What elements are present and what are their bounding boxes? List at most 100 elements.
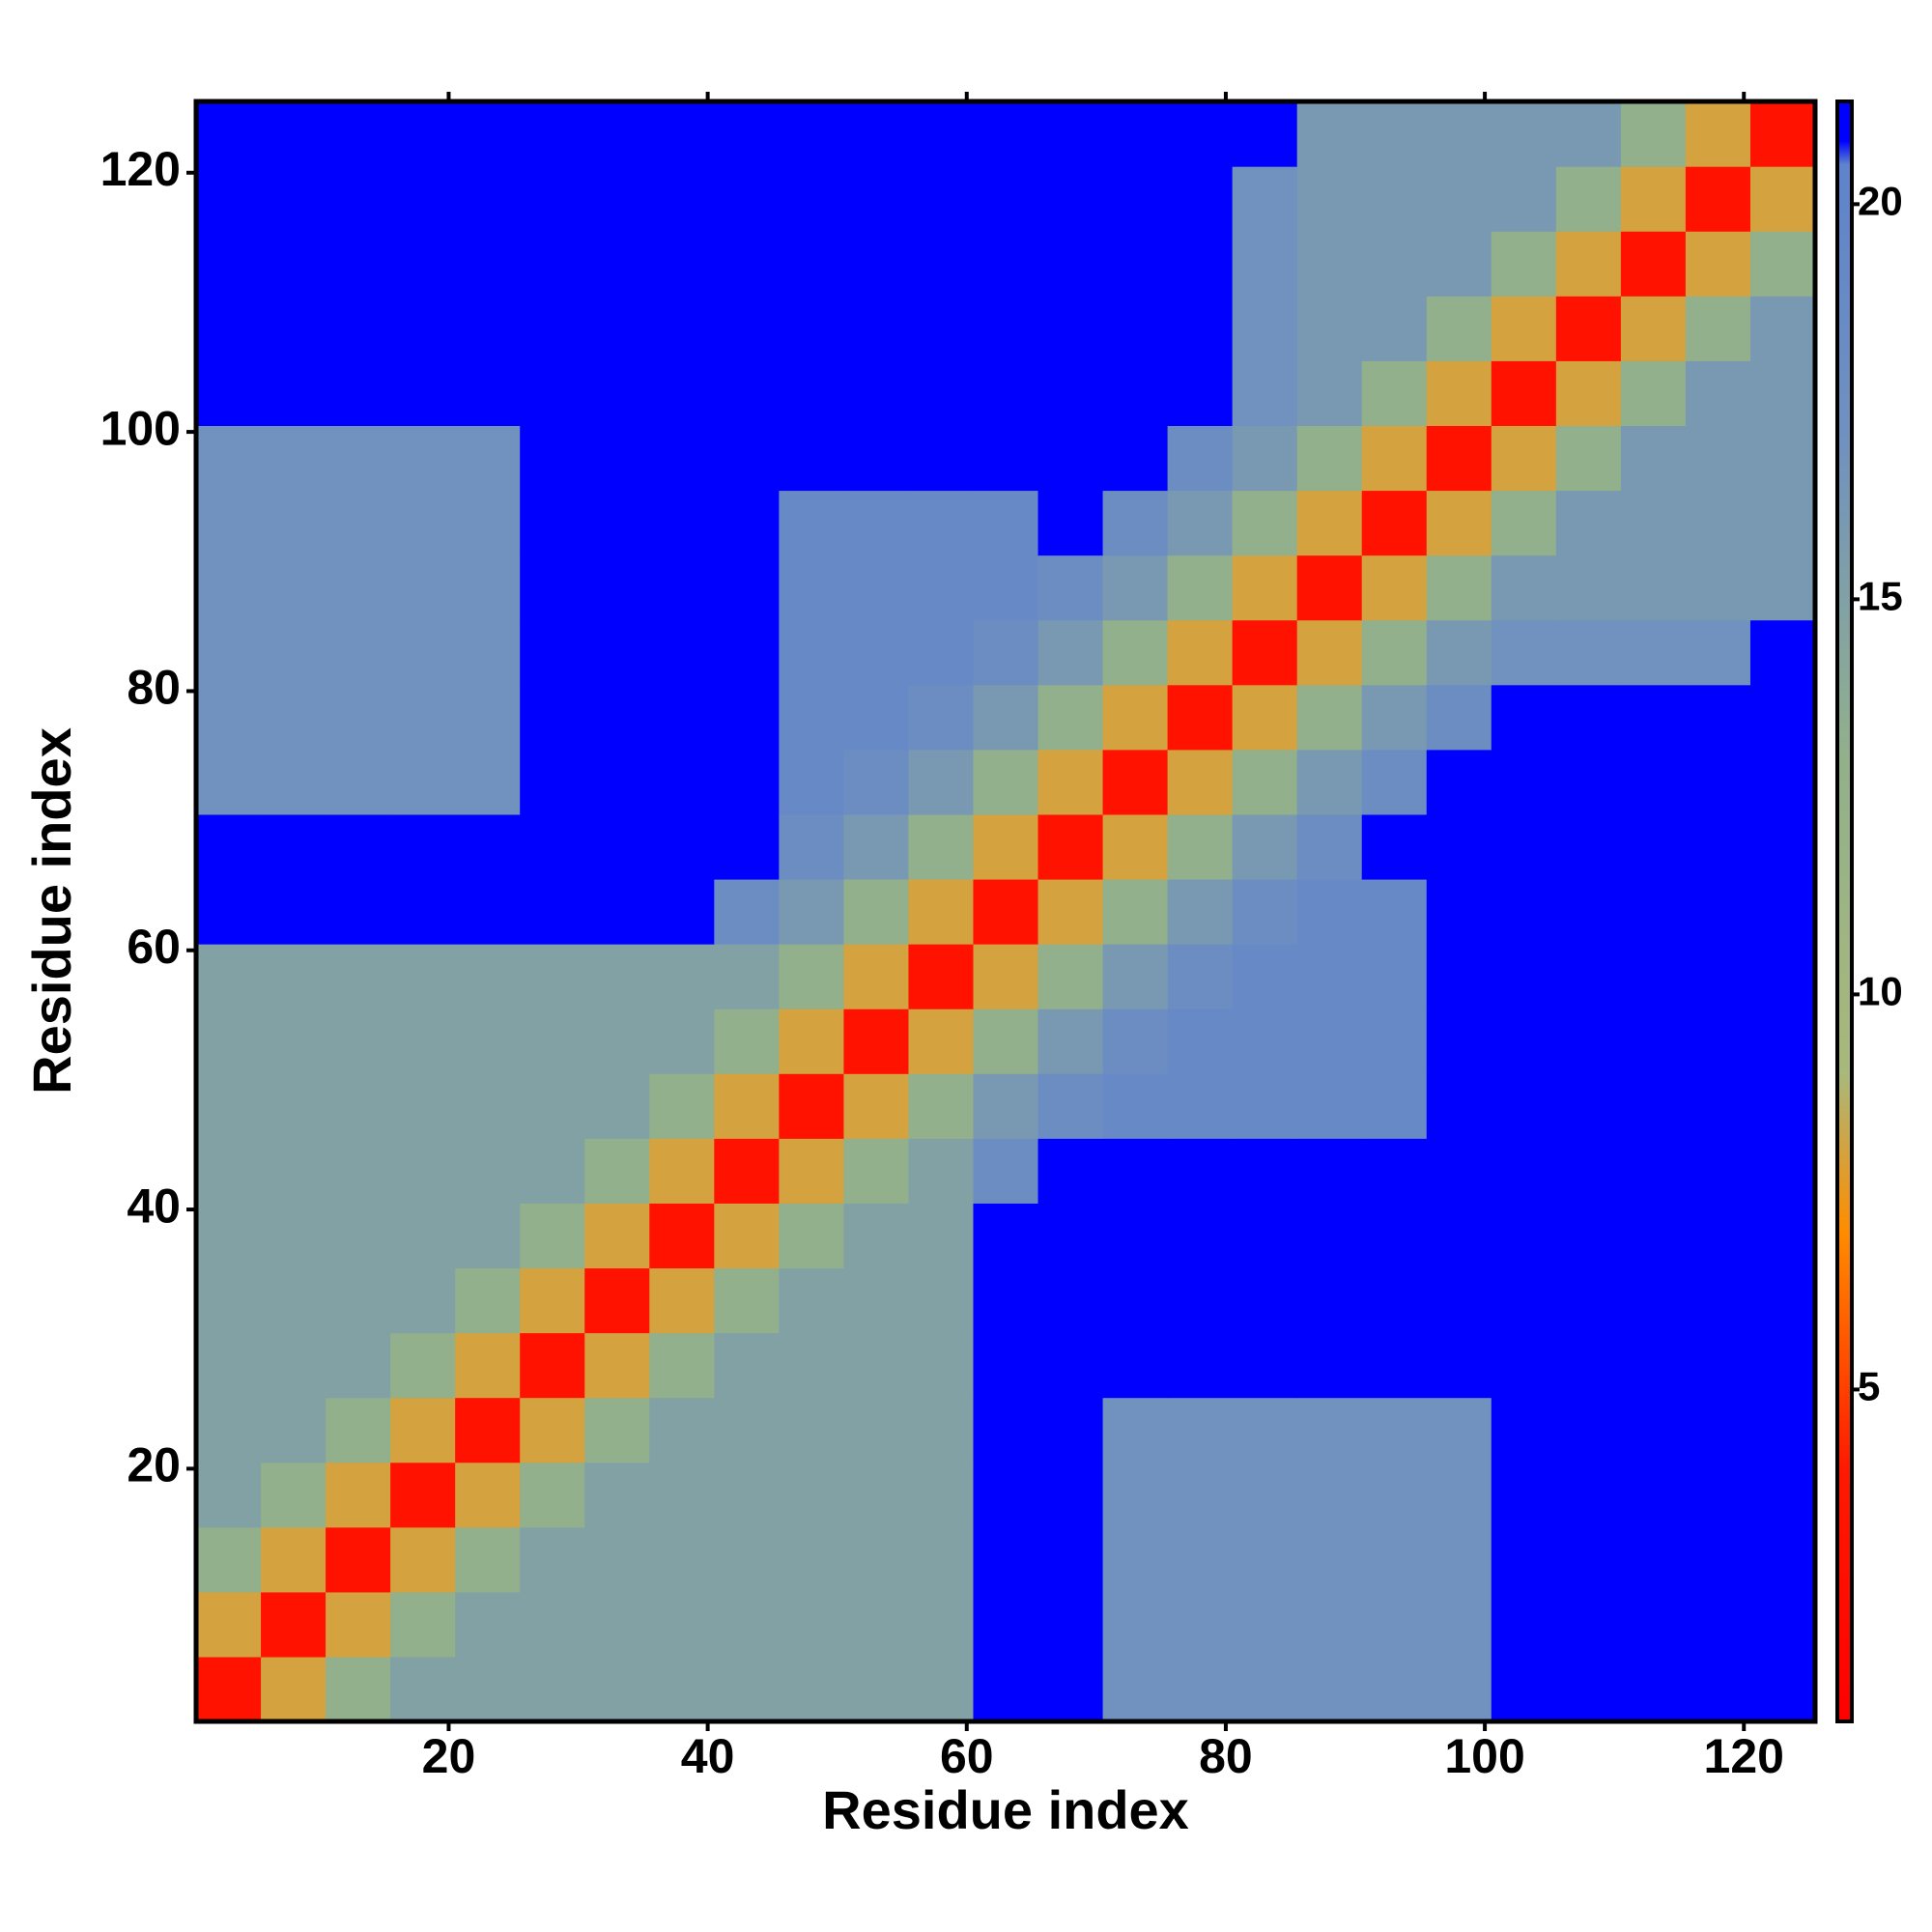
- heatmap-cell: [455, 166, 521, 232]
- heatmap-cell: [1037, 1332, 1104, 1399]
- heatmap-cell: [1037, 813, 1104, 880]
- heatmap-cell: [261, 554, 327, 621]
- heatmap-cell: [326, 1138, 391, 1204]
- heatmap-cell: [973, 231, 1039, 297]
- heatmap-cell: [1555, 1656, 1622, 1722]
- heatmap-cell: [1749, 749, 1816, 815]
- heatmap-cell: [1620, 1462, 1687, 1528]
- heatmap-cell: [1555, 490, 1622, 556]
- heatmap-cell: [455, 684, 521, 751]
- heatmap-cell: [1296, 813, 1363, 880]
- heatmap-cell: [843, 619, 910, 686]
- heatmap-cell: [1555, 554, 1622, 621]
- heatmap-cell: [649, 878, 715, 945]
- heatmap-cell: [520, 231, 585, 297]
- heatmap-cell: [1037, 1591, 1104, 1658]
- heatmap-cell: [714, 878, 780, 945]
- heatmap-cell: [196, 749, 262, 815]
- heatmap-cell: [520, 425, 585, 492]
- heatmap-cell: [196, 1267, 262, 1334]
- heatmap-cell: [1167, 749, 1234, 815]
- heatmap-cell: [779, 231, 844, 297]
- heatmap-cell: [390, 1267, 456, 1334]
- heatmap-cell: [1555, 296, 1622, 361]
- heatmap-cell: [779, 101, 844, 167]
- heatmap-cell: [1361, 1656, 1428, 1722]
- heatmap-cell: [779, 1656, 844, 1722]
- heatmap-cell: [1749, 166, 1816, 232]
- heatmap-cell: [1296, 749, 1363, 815]
- y-tick-label: 60: [127, 920, 181, 974]
- heatmap-cell: [779, 296, 844, 361]
- heatmap-cell: [1037, 101, 1104, 167]
- heatmap-cell: [1491, 1203, 1557, 1269]
- heatmap-cell: [1685, 684, 1751, 751]
- heatmap-cell: [649, 684, 715, 751]
- heatmap-cell: [1491, 1462, 1557, 1528]
- heatmap-cell: [1102, 1397, 1169, 1463]
- heatmap-cell: [584, 1591, 650, 1658]
- heatmap-cell: [1232, 1203, 1298, 1269]
- heatmap-cell: [261, 749, 327, 815]
- heatmap-cell: [1361, 1073, 1428, 1139]
- heatmap-cell: [1167, 1332, 1234, 1399]
- heatmap-cell: [714, 944, 780, 1009]
- heatmap-cell: [908, 425, 975, 492]
- heatmap-cell: [843, 684, 910, 751]
- heatmap-cell: [1102, 101, 1169, 167]
- heatmap-cell: [973, 490, 1039, 556]
- heatmap-cell: [973, 1138, 1039, 1204]
- heatmap-cell: [1620, 360, 1687, 426]
- heatmap-cell: [843, 425, 910, 492]
- heatmap-cell: [1620, 944, 1687, 1009]
- heatmap-cell: [1491, 1591, 1557, 1658]
- heatmap-cell: [843, 490, 910, 556]
- heatmap-cell: [779, 1073, 844, 1139]
- heatmap-cell: [1491, 554, 1557, 621]
- heatmap-cell: [196, 1332, 262, 1399]
- heatmap-cell: [779, 619, 844, 686]
- heatmap-cell: [390, 944, 456, 1009]
- heatmap-cell: [1037, 490, 1104, 556]
- heatmap-cell: [1426, 1203, 1492, 1269]
- heatmap-cell: [1361, 944, 1428, 1009]
- heatmap-cell: [1167, 878, 1234, 945]
- heatmap-cell: [1167, 166, 1234, 232]
- heatmap-cell: [1749, 944, 1816, 1009]
- heatmap-cell: [779, 1591, 844, 1658]
- heatmap-cell: [714, 1332, 780, 1399]
- heatmap-cell: [1749, 1138, 1816, 1204]
- heatmap-cell: [326, 1591, 391, 1658]
- heatmap-cell: [390, 231, 456, 297]
- heatmap-cell: [649, 1138, 715, 1204]
- heatmap-cell: [843, 1656, 910, 1722]
- heatmap-cell: [261, 490, 327, 556]
- heatmap-cell: [1426, 1267, 1492, 1334]
- heatmap-cell: [1555, 1591, 1622, 1658]
- heatmap-cell: [779, 1138, 844, 1204]
- heatmap-cell: [973, 749, 1039, 815]
- heatmap-cell: [1232, 944, 1298, 1009]
- heatmap-cell: [1102, 1526, 1169, 1593]
- heatmap-cell: [1167, 1526, 1234, 1593]
- heatmap-cell: [779, 1009, 844, 1074]
- heatmap-cell: [326, 1526, 391, 1593]
- heatmap-cell: [843, 1591, 910, 1658]
- heatmap-cell: [326, 1009, 391, 1074]
- heatmap-cell: [1555, 684, 1622, 751]
- heatmap-cell: [1555, 1332, 1622, 1399]
- heatmap-cell: [584, 813, 650, 880]
- heatmap-cell: [1685, 296, 1751, 361]
- heatmap-cell: [584, 360, 650, 426]
- heatmap-cell: [649, 554, 715, 621]
- heatmap-cell: [714, 1203, 780, 1269]
- heatmap-cell: [1037, 1138, 1104, 1204]
- heatmap-cell: [520, 684, 585, 751]
- heatmap-cell: [261, 1526, 327, 1593]
- heatmap-cell: [1167, 1073, 1234, 1139]
- heatmap-cell: [1749, 1332, 1816, 1399]
- heatmap-cell: [843, 1397, 910, 1463]
- heatmap-cell: [714, 1073, 780, 1139]
- heatmap-cell: [1426, 619, 1492, 686]
- heatmap-cell: [1102, 231, 1169, 297]
